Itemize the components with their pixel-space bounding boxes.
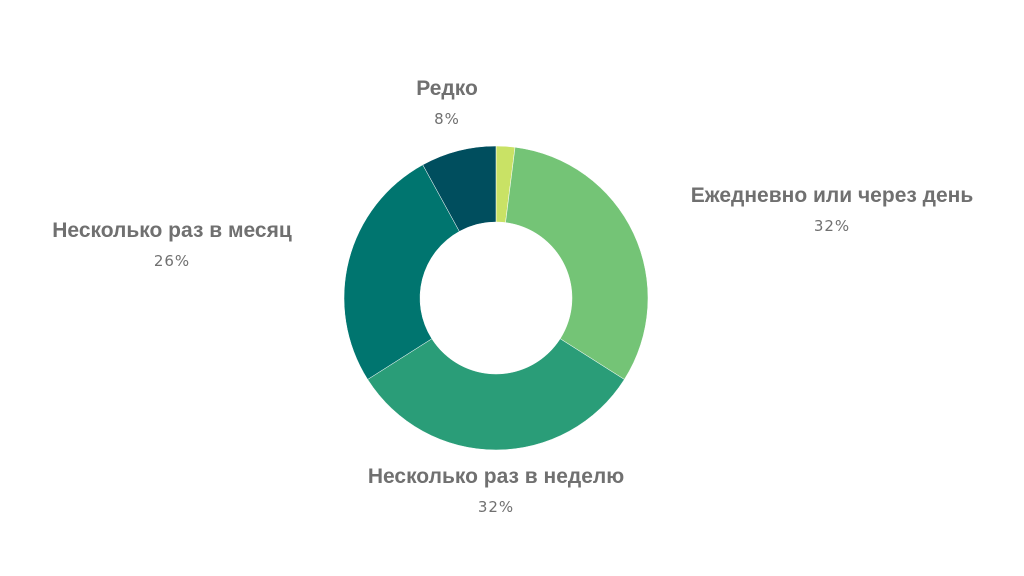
slice-pct-weekly: 32%	[477, 498, 515, 516]
slice-label-rarely: Редко 8%	[416, 76, 478, 128]
slice-name-weekly: Несколько раз в неделю	[367, 465, 625, 488]
slice-pct-monthly: 26%	[153, 252, 191, 270]
slice-name-rarely: Редко	[416, 77, 478, 100]
slice-monthly	[343, 164, 460, 380]
slice-pct-rarely: 8%	[434, 110, 460, 128]
slice-label-daily: Ежедневно или через день 32%	[691, 183, 974, 235]
slice-rarely	[422, 145, 497, 232]
slice-label-monthly: Несколько раз в месяц 26%	[52, 218, 292, 270]
slice-name-monthly: Несколько раз в месяц	[52, 219, 292, 242]
slice-pct-daily: 32%	[813, 217, 851, 235]
slice-daily	[505, 146, 649, 380]
slice-label-weekly: Несколько раз в неделю 32%	[368, 464, 624, 516]
slice-name-daily: Ежедневно или через день	[690, 184, 974, 207]
slice-weekly	[367, 338, 625, 451]
